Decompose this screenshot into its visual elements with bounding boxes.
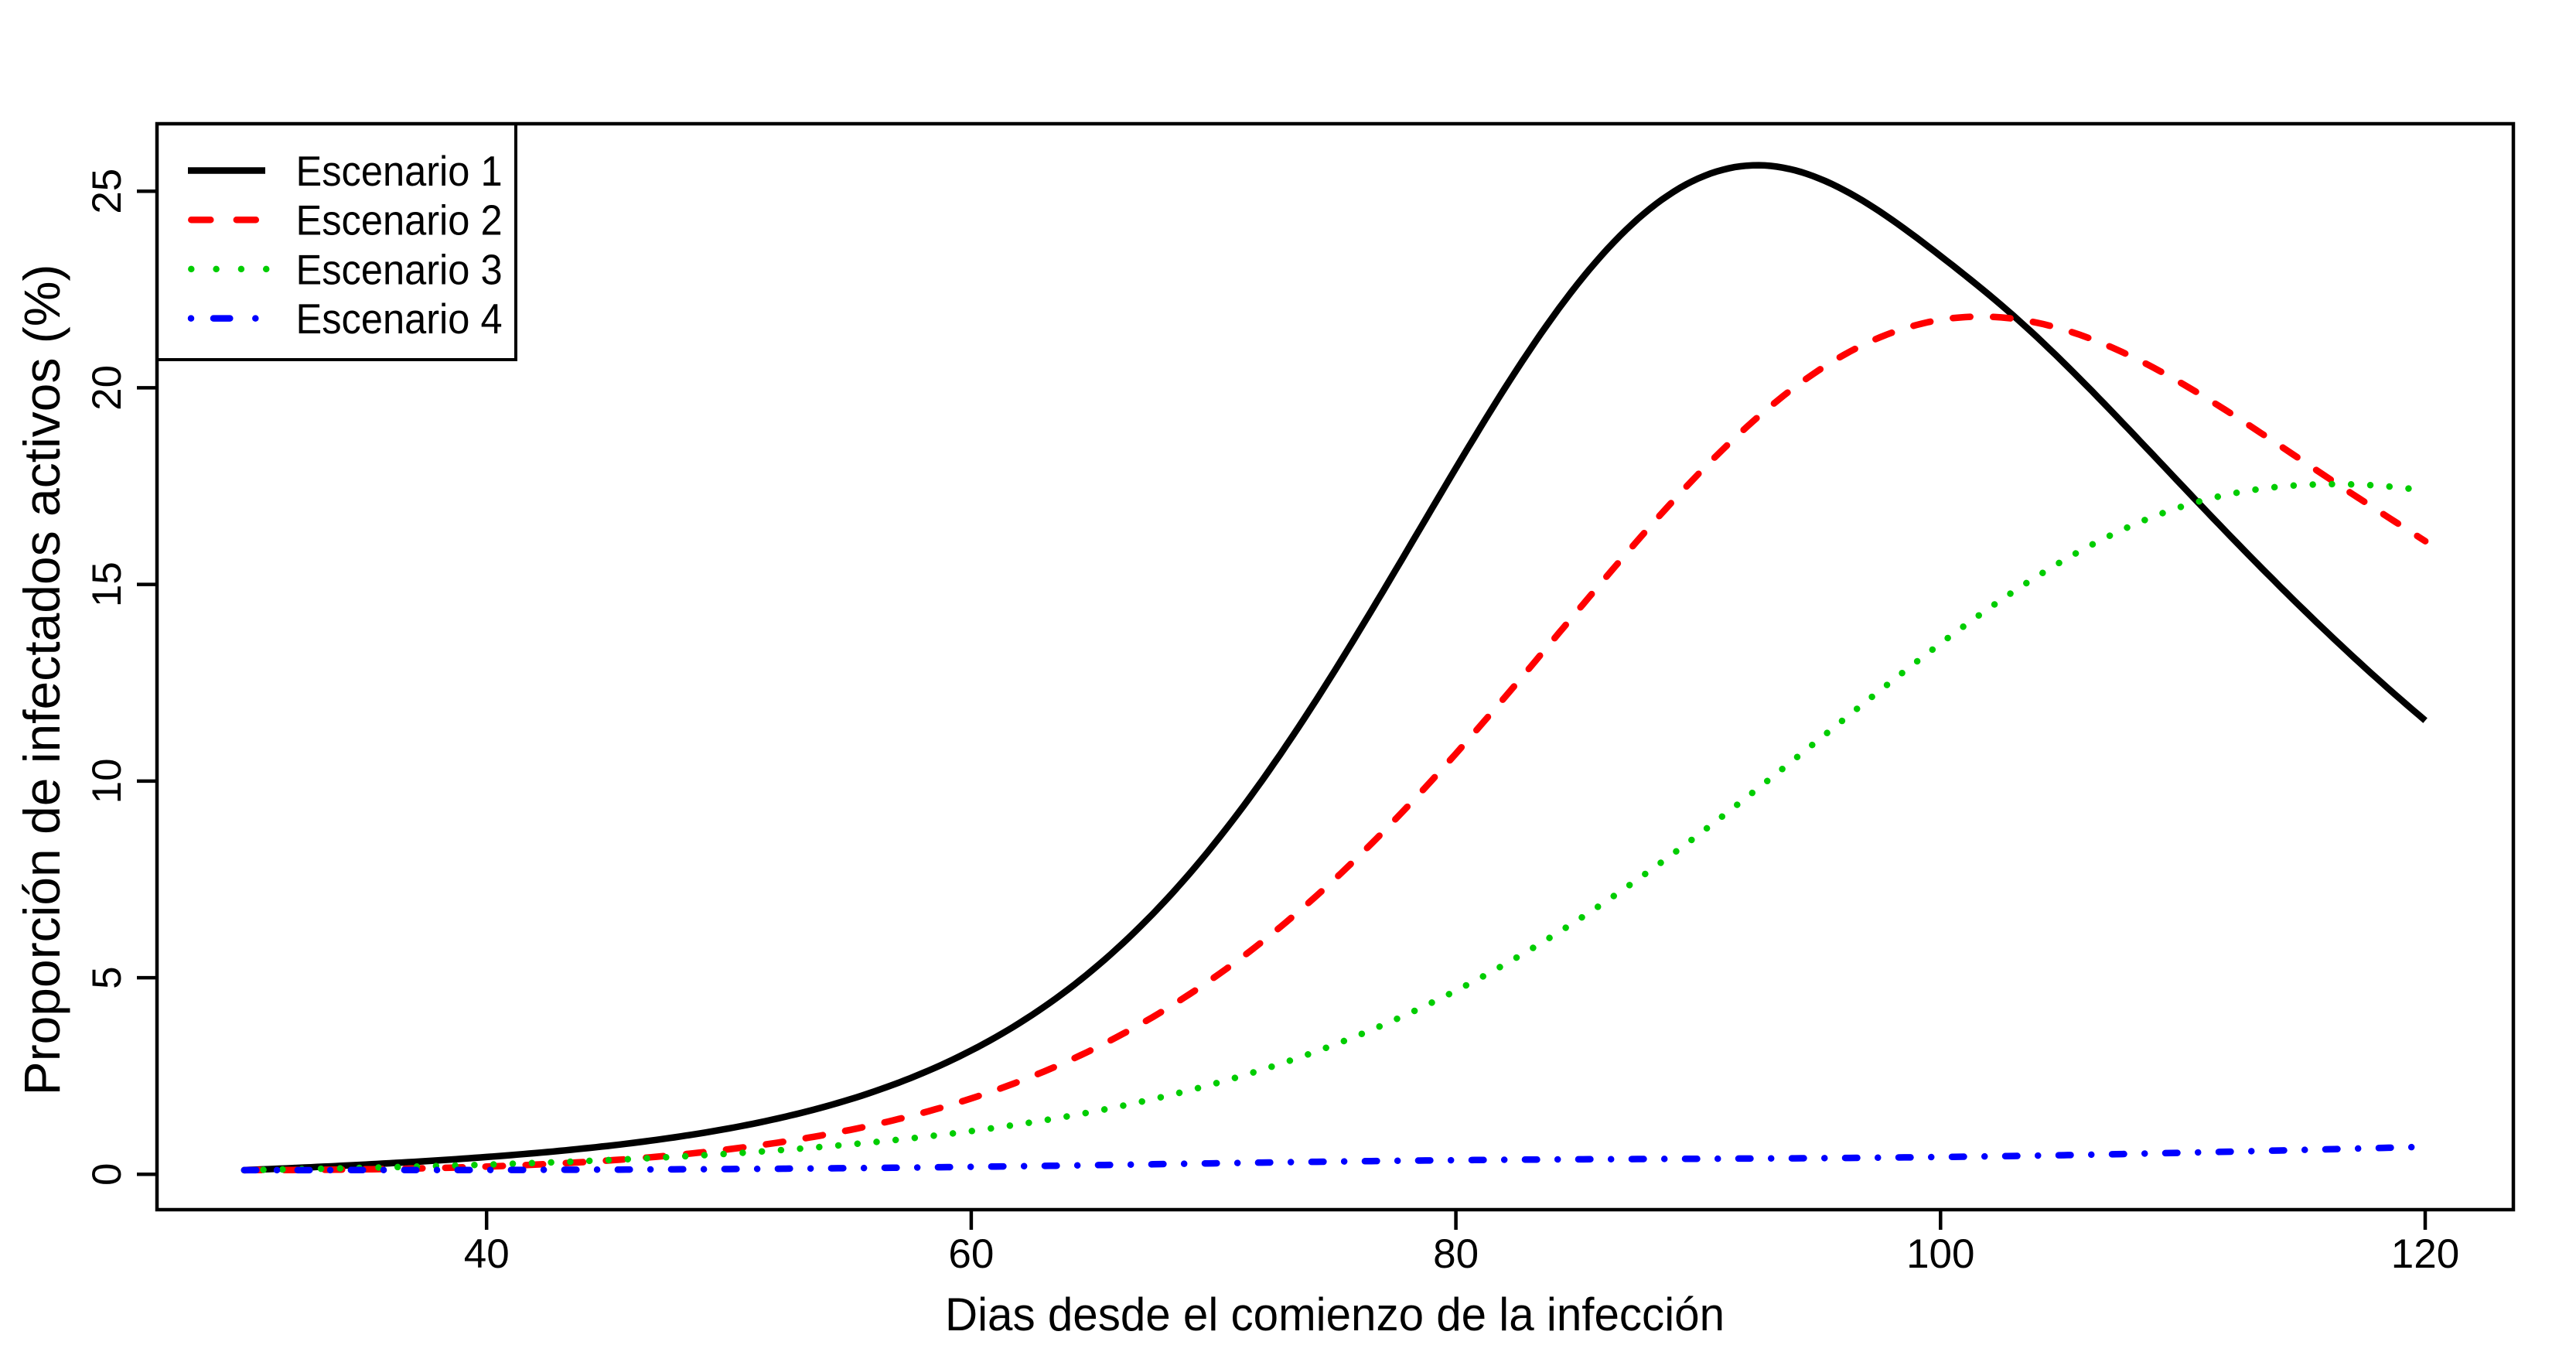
svg-text:Escenario 4: Escenario 4: [296, 295, 503, 343]
svg-text:40: 40: [464, 1231, 510, 1277]
svg-text:5: 5: [84, 966, 130, 988]
svg-text:10: 10: [84, 758, 130, 804]
svg-text:Escenario 2: Escenario 2: [296, 197, 503, 244]
svg-text:15: 15: [84, 562, 130, 607]
svg-text:25: 25: [84, 169, 130, 214]
svg-text:120: 120: [2391, 1231, 2459, 1277]
svg-text:Escenario 3: Escenario 3: [296, 246, 503, 293]
svg-text:80: 80: [1433, 1231, 1479, 1277]
svg-text:Escenario 1: Escenario 1: [296, 148, 503, 195]
svg-text:Dias desde el comienzo de la i: Dias desde el comienzo de la infección: [945, 1288, 1725, 1340]
svg-text:100: 100: [1906, 1231, 1974, 1277]
svg-text:20: 20: [84, 365, 130, 411]
svg-text:60: 60: [948, 1231, 994, 1277]
svg-text:Proporción de infectados activ: Proporción de infectados activos (%): [13, 265, 70, 1096]
svg-text:0: 0: [84, 1163, 130, 1186]
